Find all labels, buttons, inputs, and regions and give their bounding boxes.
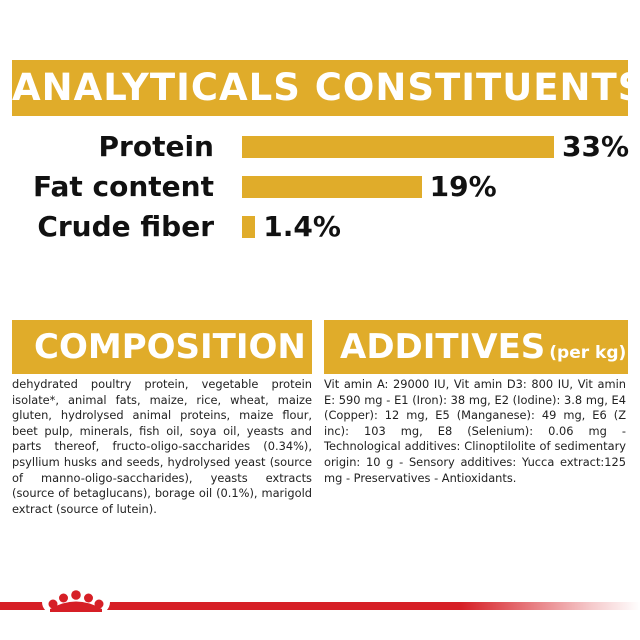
crude-fiber-row: Crude fiber 1.4% <box>0 209 640 245</box>
additives-text: Vit amin A: 29000 IU, Vit amin D3: 800 I… <box>324 377 626 485</box>
composition-title: COMPOSITION <box>12 320 312 374</box>
fat-content-bar <box>242 176 422 198</box>
composition-text: dehydrated poultry protein, vegetable pr… <box>12 377 312 516</box>
protein-bar <box>242 136 554 158</box>
crude-fiber-value: 1.4% <box>263 210 341 243</box>
additives-header: ADDITIVES (per kg) <box>324 320 628 374</box>
fat-content-label: Fat content <box>33 170 214 203</box>
royal-crown-logo <box>42 590 110 614</box>
protein-value: 33% <box>562 130 630 163</box>
additives-title: ADDITIVES <box>340 327 546 367</box>
crude-fiber-label: Crude fiber <box>37 210 214 243</box>
fat-content-value: 19% <box>429 170 497 203</box>
additives-unit: (per kg) <box>549 343 627 363</box>
fat-content-row: Fat content 19% <box>0 169 640 205</box>
footer-red-line <box>0 602 640 610</box>
crude-fiber-bar <box>242 216 256 238</box>
protein-row: Protein 33% <box>0 129 640 165</box>
analytics-title: ANALYTICALS CONSTITUENTS <box>12 60 640 116</box>
protein-label: Protein <box>98 130 214 163</box>
